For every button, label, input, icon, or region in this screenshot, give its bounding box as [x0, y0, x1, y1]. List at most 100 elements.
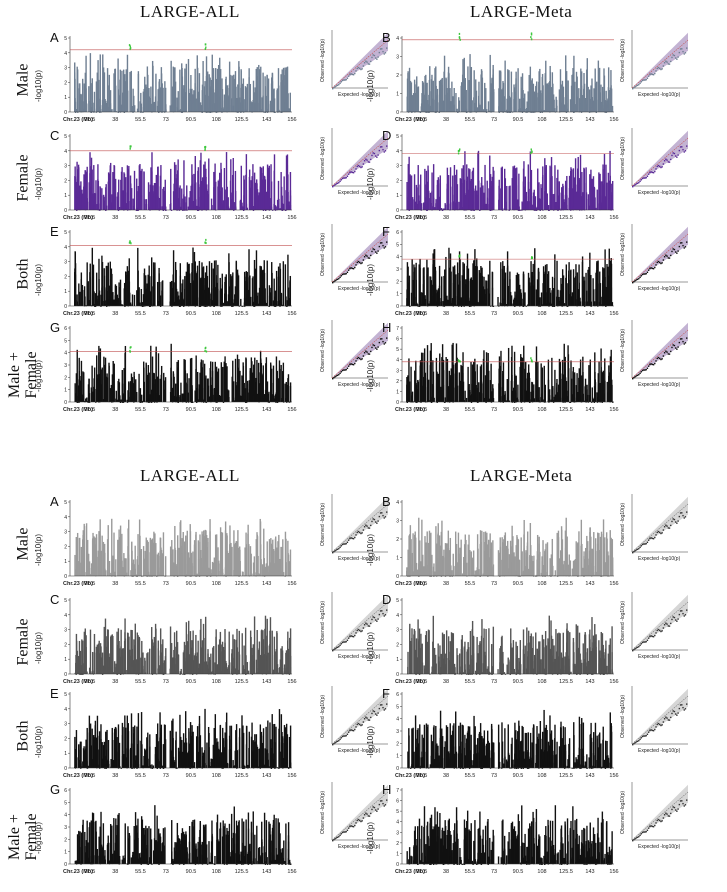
data-point — [222, 366, 224, 402]
qq-point — [336, 84, 339, 87]
data-point — [587, 86, 589, 112]
data-point — [200, 152, 202, 210]
qq-point — [679, 146, 682, 148]
x-tick-label: 38 — [443, 407, 449, 413]
data-point — [242, 206, 244, 210]
manhattan-plot-h: H -log10(p) 0 1 2 3 4 5 6 7 Chr.23 (Mb) 20.5 38 55.5 7… — [366, 320, 622, 416]
qq-point — [650, 73, 652, 75]
data-point — [443, 275, 445, 306]
data-point — [87, 400, 89, 402]
data-point — [439, 353, 441, 402]
data-point — [289, 92, 291, 112]
qq-point — [670, 350, 672, 353]
data-point — [208, 287, 210, 306]
data-point — [605, 111, 608, 113]
qq-point — [635, 85, 638, 87]
y-tick-label: 1 — [396, 92, 399, 98]
data-point — [581, 171, 583, 210]
data-point — [280, 186, 283, 210]
data-point — [123, 288, 125, 306]
data-point — [470, 70, 472, 112]
y-tick-label: 4 — [396, 255, 399, 261]
data-point — [424, 387, 427, 402]
x-tick-label: 38 — [112, 311, 118, 317]
data-point — [117, 196, 120, 210]
data-point — [604, 100, 606, 112]
data-point — [581, 192, 583, 210]
qq-point — [381, 48, 383, 50]
data-point — [550, 193, 553, 210]
data-point — [95, 193, 97, 210]
data-point — [477, 401, 479, 403]
qq-point — [672, 248, 674, 250]
data-point — [178, 305, 181, 307]
data-point — [410, 176, 412, 210]
data-point — [231, 306, 233, 307]
qq-point — [639, 180, 641, 183]
qq-point — [341, 273, 344, 276]
data-point — [282, 67, 285, 112]
qq-point — [634, 183, 636, 186]
data-point — [568, 368, 570, 402]
data-point — [605, 305, 607, 307]
data-point — [433, 397, 435, 402]
data-point — [232, 381, 235, 402]
data-point — [443, 104, 445, 112]
data-point — [520, 386, 522, 402]
data-point — [255, 377, 257, 402]
qq-point — [678, 245, 681, 248]
qq-point — [668, 353, 671, 355]
data-point — [514, 390, 517, 402]
data-point — [222, 302, 224, 306]
significant-point — [128, 241, 131, 244]
data-point — [456, 300, 459, 306]
qq-point — [346, 77, 349, 80]
data-point — [444, 397, 447, 402]
x-tick-label: 108 — [212, 407, 221, 413]
data-point — [477, 109, 479, 112]
data-point — [431, 303, 433, 306]
data-point — [435, 203, 437, 210]
data-point — [287, 254, 289, 306]
y-tick-label: 2 — [396, 178, 399, 184]
x-tick-label: 55.5 — [135, 215, 146, 221]
qq-reference-line — [631, 233, 689, 283]
manhattan-plot-f: F -log10(p) 0 1 2 3 4 5 6 Chr.23 (Mb) 20.5 38 55.5 73… — [366, 224, 622, 320]
data-point — [192, 103, 194, 112]
x-tick-label: 143 — [262, 117, 271, 123]
data-point — [203, 164, 205, 210]
data-point — [143, 172, 145, 210]
data-point — [417, 380, 419, 402]
data-point — [527, 164, 530, 210]
data-point — [90, 563, 93, 576]
data-point — [566, 396, 569, 402]
data-point — [209, 111, 211, 113]
data-point — [111, 386, 113, 402]
qq-x-label: Expected -log10(p) — [338, 286, 381, 292]
data-point — [130, 188, 133, 210]
qq-point — [686, 337, 688, 339]
data-point — [104, 364, 106, 402]
data-point — [212, 268, 215, 306]
data-point — [482, 286, 485, 306]
qq-plot-f: Expected -log10(p) Observed -log10(p) — [620, 222, 694, 294]
data-point — [448, 370, 451, 402]
panel-letter: A — [50, 494, 59, 509]
data-point — [589, 359, 591, 402]
data-point — [98, 345, 100, 402]
data-point — [164, 380, 166, 402]
data-point — [452, 96, 454, 112]
x-tick-label: 73 — [163, 407, 169, 413]
data-point — [232, 401, 234, 403]
data-point — [162, 209, 165, 211]
data-point — [549, 165, 551, 210]
data-point — [241, 375, 243, 402]
data-point — [505, 109, 508, 112]
data-point — [180, 111, 183, 113]
significant-point — [530, 32, 533, 35]
data-point — [565, 79, 568, 112]
data-point — [590, 110, 593, 112]
data-point — [195, 273, 198, 306]
data-point — [515, 78, 517, 112]
